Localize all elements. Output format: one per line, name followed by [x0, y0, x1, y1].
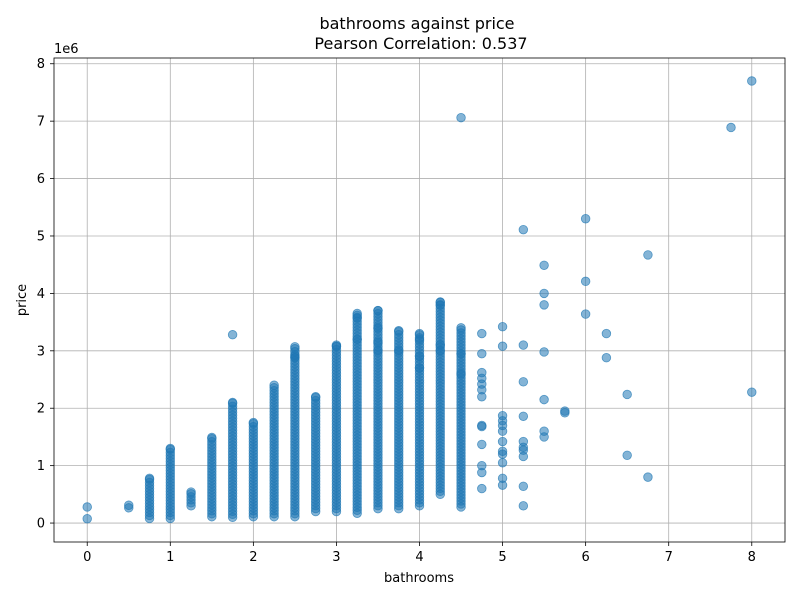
chart-subtitle: Pearson Correlation: 0.537 [314, 34, 527, 53]
y-axis-label: price [15, 284, 30, 316]
x-tick-label: 3 [332, 550, 340, 565]
data-point [248, 417, 259, 428]
data-point [580, 276, 591, 287]
x-tick-label: 8 [748, 550, 756, 565]
data-point [477, 392, 487, 402]
data-point [726, 122, 736, 133]
data-point [124, 503, 134, 513]
data-point [373, 323, 383, 333]
data-point [352, 334, 362, 345]
x-axis-label: bathrooms [384, 571, 454, 586]
data-point [539, 394, 549, 405]
data-point [414, 334, 425, 345]
data-point [477, 421, 487, 432]
data-point [477, 439, 487, 450]
data-point [539, 347, 549, 357]
data-point [518, 451, 529, 462]
data-point [643, 472, 653, 482]
data-point [539, 288, 549, 299]
data-point [477, 348, 487, 359]
data-point [310, 392, 321, 402]
data-point [456, 369, 466, 379]
data-point [539, 432, 549, 442]
chart-title: bathrooms against price [319, 14, 514, 33]
y-tick-label: 3 [37, 344, 45, 359]
data-point [373, 346, 383, 356]
data-point [601, 353, 612, 363]
data-point [373, 305, 383, 316]
data-point [394, 326, 404, 336]
y-tick-label: 5 [37, 229, 45, 244]
data-point [497, 458, 508, 468]
data-point [477, 483, 487, 494]
y-tick-label: 2 [37, 402, 45, 417]
data-point [477, 328, 487, 339]
data-point [497, 426, 508, 436]
data-point [414, 351, 425, 362]
data-point [518, 224, 529, 235]
data-point [456, 113, 466, 123]
ticks-layer: 0 1 2 3 4 5 6 7 8 0 1 2 3 4 5 6 7 8 [37, 57, 756, 565]
x-tick-label: 7 [665, 550, 673, 565]
data-point [497, 480, 508, 490]
x-tick-label: 5 [498, 550, 506, 565]
y-tick-label: 0 [37, 517, 45, 532]
data-point [394, 346, 404, 356]
data-point [560, 408, 570, 418]
x-tick-label: 4 [415, 550, 423, 565]
data-point [186, 487, 196, 497]
x-tick-label: 1 [166, 550, 174, 565]
data-point [414, 363, 425, 373]
y-tick-label: 7 [37, 115, 45, 130]
data-point [518, 481, 529, 492]
x-tick-label: 6 [581, 550, 589, 565]
data-point [518, 501, 529, 511]
data-point [497, 449, 508, 459]
data-point [227, 330, 238, 340]
data-point [82, 502, 92, 512]
data-point [601, 328, 612, 339]
data-point [435, 346, 445, 356]
y-tick-label: 8 [37, 57, 45, 72]
data-point [622, 450, 632, 461]
points-layer [82, 76, 757, 524]
data-point [82, 514, 92, 524]
data-point [290, 351, 300, 361]
data-point [497, 436, 508, 447]
data-point [477, 467, 487, 478]
data-point [580, 309, 591, 319]
data-point [269, 380, 279, 390]
data-point [331, 341, 342, 351]
data-point [622, 389, 632, 400]
data-point [518, 340, 529, 350]
data-point [435, 300, 445, 310]
data-point [539, 300, 549, 310]
data-point [580, 214, 591, 224]
data-point [539, 260, 549, 270]
data-point [497, 321, 508, 332]
data-point [144, 473, 155, 483]
data-point [373, 337, 383, 347]
y-tick-label: 1 [37, 459, 45, 474]
data-point [227, 397, 238, 408]
x-tick-label: 0 [83, 550, 91, 565]
data-point [747, 76, 757, 86]
y-offset-label: 1e6 [54, 42, 79, 57]
data-point [165, 443, 175, 454]
data-point [518, 377, 529, 387]
data-point [456, 348, 466, 359]
data-point [747, 387, 757, 397]
data-point [456, 323, 466, 333]
y-tick-label: 4 [37, 287, 45, 302]
y-tick-label: 6 [37, 172, 45, 187]
data-point [352, 312, 362, 323]
data-point [643, 250, 653, 260]
data-point [290, 342, 300, 352]
data-point [518, 411, 529, 421]
x-tick-label: 2 [249, 550, 257, 565]
data-point [497, 341, 508, 351]
data-point [207, 432, 217, 443]
